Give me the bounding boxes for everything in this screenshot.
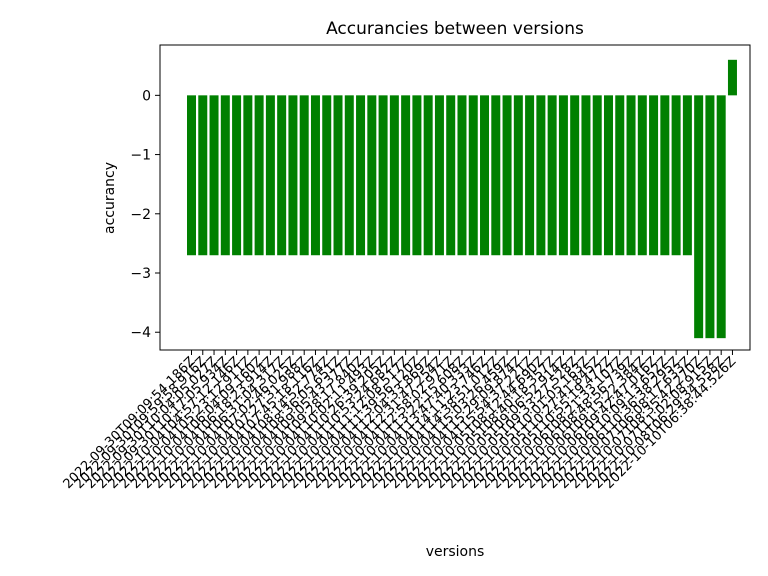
bar-23 [446,95,456,256]
bar-24 [457,95,467,256]
bar-17 [378,95,388,256]
bar-44 [682,95,692,256]
bar-26 [480,95,490,256]
bar-1 [198,95,208,256]
bar-28 [502,95,512,256]
bar-5 [243,95,253,256]
bar-25 [468,95,478,256]
bar-30 [525,95,535,256]
bar-34 [570,95,580,256]
bar-15 [356,95,366,256]
bar-48 [727,59,737,96]
bar-40 [637,95,647,256]
bar-21 [423,95,433,256]
bar-13 [333,95,343,256]
bar-37 [603,95,613,256]
chart-title: Accurancies between versions [326,19,584,39]
y-axis-label: accurancy [102,162,118,234]
bar-20 [412,95,422,256]
bar-31 [536,95,546,256]
bar-12 [322,95,332,256]
y-tick-label: 0 [142,88,151,104]
bar-3 [220,95,230,256]
y-axis: 0 −1 −2 −3 −4 [130,88,160,341]
bar-42 [660,95,670,256]
bars-group [187,59,737,339]
bar-46 [705,95,715,339]
bar-22 [434,95,444,256]
bar-4 [232,95,242,256]
bar-43 [671,95,681,256]
x-axis: 2022-09-30T09:09:54.186Z2022-09-30T09:59… [61,350,739,492]
bar-38 [615,95,625,256]
bar-16 [367,95,377,256]
y-tick-label: −3 [130,266,151,282]
y-tick-label: −4 [130,325,151,341]
bar-7 [265,95,275,256]
bar-33 [558,95,568,256]
bar-0 [187,95,196,256]
bar-2 [209,95,219,256]
bar-8 [277,95,287,256]
bar-27 [491,95,501,256]
plot-frame [159,44,751,351]
bar-29 [513,95,523,256]
bar-45 [694,95,704,339]
bar-35 [581,95,591,256]
y-tick-label: −1 [130,148,151,164]
bar-18 [389,95,399,256]
y-tick-label: −2 [130,207,151,223]
bar-39 [626,95,636,256]
bar-19 [401,95,411,256]
bar-14 [344,95,354,256]
x-axis-label: versions [426,544,485,560]
bar-32 [547,95,557,256]
bar-41 [649,95,659,256]
bar-11 [310,95,320,256]
bar-9 [288,95,298,256]
bar-6 [254,95,264,256]
bar-47 [716,95,726,339]
bar-36 [592,95,602,256]
bar-10 [299,95,309,256]
